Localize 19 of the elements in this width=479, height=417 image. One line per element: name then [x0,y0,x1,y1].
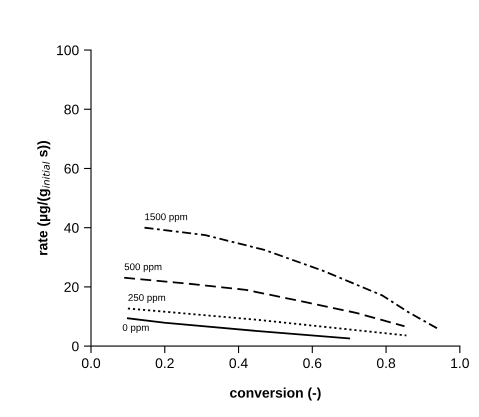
x-tick-label: 0.6 [303,358,322,368]
y-tick-label: 100 [57,45,79,56]
y-tick-label: 60 [64,164,79,174]
series-label: 250 ppm [128,294,166,303]
line-series [126,317,350,340]
x-tick-label: 0.2 [156,358,174,368]
y-tick-label: 20 [64,282,79,292]
series-label: 1500 ppm [145,213,188,222]
x-tick-label: 0.0 [82,358,100,368]
y-tick-label: 80 [64,104,79,114]
y-tick-label: 40 [64,223,79,233]
x-tick-label: 1.0 [451,358,469,368]
x-tick-label: 0.8 [376,358,396,368]
series-label: 0 ppm [122,324,149,333]
y-tick-label: 0 [72,341,79,352]
x-axis-title: conversion (-) [230,388,321,400]
series-label: 500 ppm [124,263,162,272]
y-axis-title: rate (µg/(g$_{initial}$ s)) [37,141,50,255]
x-tick-label: 0.4 [229,358,248,368]
